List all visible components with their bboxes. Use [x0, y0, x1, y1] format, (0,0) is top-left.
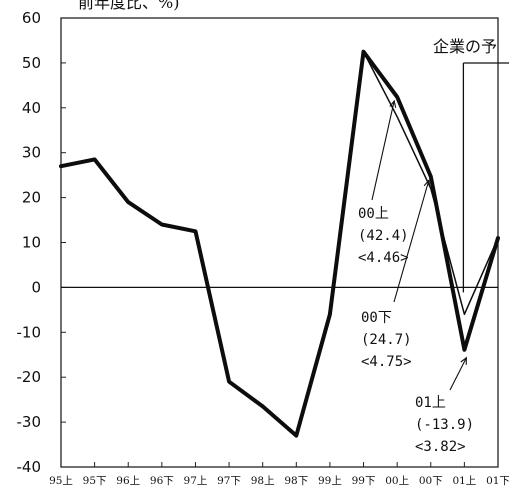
x-tick-label: 97下	[217, 475, 241, 487]
y-tick-label: 40	[22, 99, 41, 117]
annotation-label: <4.75>	[361, 354, 412, 370]
x-tick-label: 00上	[385, 475, 409, 487]
x-tick-label: 95上	[49, 475, 73, 487]
annotation-label: <4.46>	[358, 250, 409, 266]
annotation-label: 00上	[358, 206, 389, 222]
annotation-label: 01上	[415, 395, 446, 411]
annotation-label: (-13.9)	[415, 417, 474, 433]
y-tick-label: 10	[22, 234, 41, 252]
y-tick-label: -20	[17, 368, 42, 386]
plot-area: -40 -30 -20 -10 0 10 20 30 40 50 60 95上 95下 96上 96下 97上…	[17, 9, 509, 487]
y-tick-label: -30	[17, 413, 42, 431]
x-tick-label: 96上	[116, 475, 140, 487]
x-tick-label: 01上	[452, 475, 476, 487]
forecast-label-fragment: 企業の予	[433, 37, 497, 56]
annotation-arrowhead	[389, 99, 397, 108]
y-tick-label: 0	[31, 278, 41, 296]
header-fragment-left: 前年度比、%)	[78, 0, 179, 12]
y-tick-label: 60	[22, 9, 41, 27]
x-tick-label: 99上	[318, 475, 342, 487]
annotation-label: <3.82>	[415, 439, 466, 455]
x-tick-label: 98下	[284, 475, 308, 487]
annotation-label: (42.4)	[358, 228, 409, 244]
y-tick-label: 30	[22, 144, 41, 162]
x-tick-label: 96下	[150, 475, 174, 487]
annotation-pointer	[449, 357, 467, 391]
annotation-arrowhead	[460, 356, 467, 365]
y-tick-label: -10	[17, 323, 42, 341]
series-line-thin	[362, 50, 499, 316]
y-tick-label: 20	[22, 189, 41, 207]
y-tick-label: 50	[22, 54, 41, 72]
annotation-pointer	[371, 100, 395, 201]
annotation-pointer	[393, 180, 430, 303]
series-line-main	[59, 49, 500, 438]
annotation-label: 00下	[361, 310, 392, 326]
annotation-arrowhead	[423, 179, 431, 188]
y-tick-label: -40	[17, 458, 42, 476]
x-tick-label: 98上	[251, 475, 275, 487]
x-tick-label: 95下	[83, 475, 107, 487]
annotation-label: (24.7)	[361, 332, 412, 348]
x-tick-label: 01下	[486, 475, 509, 487]
x-tick-label: 99下	[352, 475, 376, 487]
x-tick-label: 00下	[419, 475, 443, 487]
x-tick-label: 97上	[184, 475, 208, 487]
